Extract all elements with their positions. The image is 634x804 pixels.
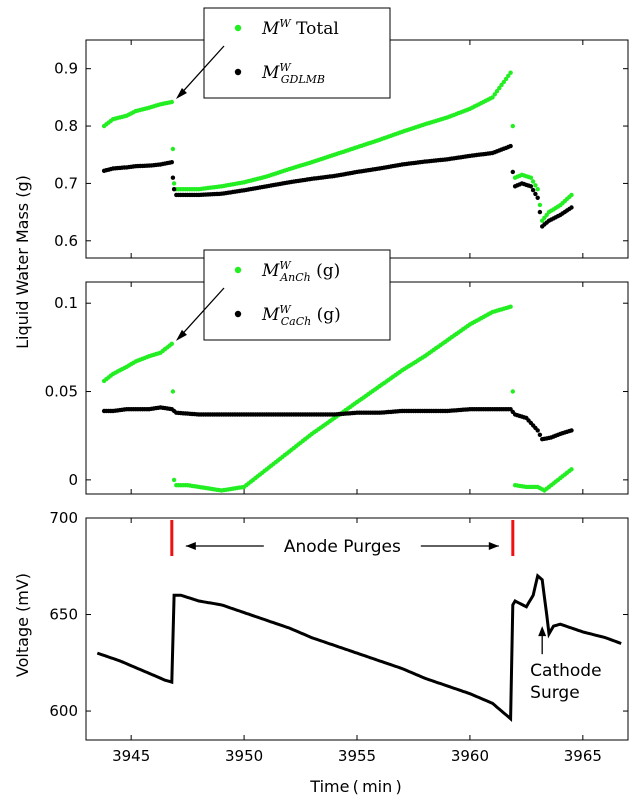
y-axis-label-water-mass: Liquid Water Mass (g) <box>13 175 32 349</box>
data-point <box>535 195 540 200</box>
data-point <box>528 184 534 189</box>
legend-marker <box>234 24 242 32</box>
y-axis-label-voltage: Voltage (mV) <box>13 573 32 677</box>
data-point <box>533 183 538 188</box>
legend-label: MW Total <box>261 17 339 39</box>
data-point <box>530 187 536 193</box>
y-tick-label: 0 <box>68 471 78 489</box>
legend-label: MW AnCh (g) <box>261 259 340 284</box>
y-tick-label: 0.1 <box>54 294 78 312</box>
data-point <box>528 175 534 180</box>
data-point <box>533 191 538 197</box>
data-point <box>537 209 543 215</box>
data-point <box>170 175 176 180</box>
legend-box <box>203 7 391 99</box>
data-point <box>510 123 515 129</box>
surge-arrowhead <box>538 626 547 637</box>
data-point <box>503 76 509 82</box>
data-point <box>501 79 506 85</box>
data-point <box>510 389 515 394</box>
annotation-surge-line2: Surge <box>530 683 580 703</box>
legend-box <box>203 249 391 341</box>
y-tick-label: 0.05 <box>45 383 78 401</box>
data-point <box>169 341 174 346</box>
data-point <box>508 143 513 149</box>
data-point <box>506 73 511 79</box>
data-point <box>569 192 574 198</box>
annotation-arrow <box>178 45 225 97</box>
panel-water-mass-channels: 0 0.05 0.1 MW AnCh (g) MW CaCh (g) <box>45 249 629 495</box>
x-tick-label: 3950 <box>225 747 263 765</box>
data-point <box>171 187 177 192</box>
annotation-arrowhead <box>175 329 187 341</box>
legend-marker <box>234 68 242 76</box>
y-tick-label: 0.6 <box>54 232 78 250</box>
data-point <box>494 89 500 94</box>
x-tick-label: 3945 <box>112 747 150 765</box>
x-axis-label: Time ( min ) <box>309 777 401 796</box>
purge-arrowhead-left <box>185 542 196 550</box>
data-point <box>497 85 502 91</box>
data-point <box>537 202 543 208</box>
data-point <box>171 181 177 186</box>
data-point <box>490 95 495 100</box>
panel-voltage: 3945 3950 3955 3960 3965 600 650 700 Anode Purge… <box>49 509 629 765</box>
x-tick-label: 3955 <box>338 747 376 765</box>
data-point <box>508 304 513 309</box>
annotation-arrowhead <box>175 87 187 99</box>
data-point <box>535 428 540 433</box>
data-point <box>569 467 574 472</box>
data-point <box>171 477 177 483</box>
purge-arrowhead-right <box>488 542 499 550</box>
legend-marker <box>234 266 242 274</box>
annotation-purges: Anode Purges <box>284 537 401 557</box>
legend-marker <box>234 310 242 318</box>
legend-label: MW CaCh (g) <box>261 303 341 328</box>
data-point <box>569 205 574 210</box>
voltage-line <box>96 573 622 723</box>
y-tick-label: 700 <box>49 509 78 527</box>
y-tick-label: 0.8 <box>54 117 78 135</box>
y-tick-label: 0.9 <box>54 60 78 78</box>
data-point <box>169 160 174 165</box>
data-point <box>499 82 504 88</box>
y-tick-label: 0.7 <box>54 174 78 192</box>
panel-water-mass-total: 0.6 0.7 0.8 0.9 MW Total MW GDLMB <box>54 7 629 259</box>
data-point <box>170 389 176 394</box>
data-point <box>510 169 515 175</box>
data-point <box>169 99 174 105</box>
data-point <box>170 146 176 152</box>
data-point <box>530 179 536 184</box>
legend-label: MW GDLMB <box>261 61 325 86</box>
annotation-arrow <box>178 287 225 339</box>
y-tick-label: 650 <box>49 606 78 624</box>
x-tick-label: 3960 <box>451 747 489 765</box>
data-point <box>508 70 513 75</box>
y-tick-label: 600 <box>49 702 78 720</box>
data-point <box>535 187 540 192</box>
x-tick-label: 3965 <box>564 747 602 765</box>
data-point <box>537 432 543 437</box>
data-point <box>492 92 497 97</box>
annotation-surge-line1: Cathode <box>530 661 601 681</box>
data-point <box>569 428 574 433</box>
